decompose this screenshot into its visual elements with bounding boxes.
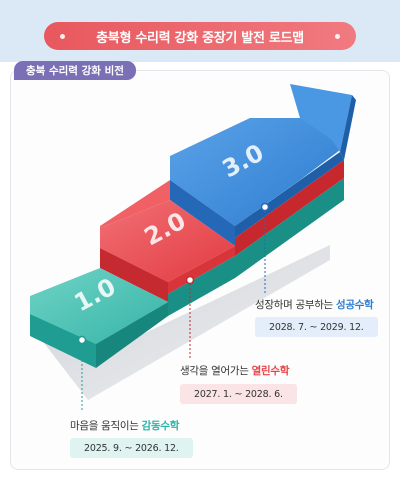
- step2-side-teal: [168, 256, 235, 316]
- step2-name: 열린수학: [251, 365, 290, 377]
- page-title: 충북형 수리력 강화 중장기 발전 로드맵: [44, 22, 356, 50]
- step3-caption: 성장하며 공부하는 성공수학: [255, 297, 374, 312]
- step1-side: [96, 302, 168, 368]
- step2-period-text: 2027. 1. ~ 2028. 6.: [194, 388, 283, 400]
- step3-period-text: 2028. 7. ~ 2029. 12.: [269, 321, 364, 333]
- step3-side-teal: [235, 178, 344, 278]
- step1-dot: [77, 335, 87, 345]
- step2-dot: [185, 275, 195, 285]
- step2-prefix: 생각을 열어가는: [180, 365, 252, 377]
- step1-prefix: 마음을 움직이는: [70, 420, 142, 432]
- step3-front: [170, 180, 235, 246]
- step1-period-text: 2025. 9. ~ 2026. 12.: [84, 442, 179, 454]
- step1-top: [30, 268, 168, 344]
- arrow-head-side: [340, 95, 356, 160]
- title-dot-right: [335, 33, 340, 39]
- step2-top: [100, 200, 235, 282]
- step1-front: [30, 314, 96, 368]
- step1-period: 2025. 9. ~ 2026. 12.: [70, 438, 193, 458]
- step3-name: 성공수학: [335, 299, 374, 311]
- step2-caption: 생각을 열어가는 열린수학: [180, 363, 289, 378]
- step3-side-blue: [235, 152, 344, 238]
- step2-top-back: [100, 180, 170, 228]
- step3-dot: [260, 202, 270, 212]
- stair-shadow: [34, 245, 330, 400]
- vision-tab: 충북 수리력 강화 비전: [14, 61, 136, 80]
- step3-prefix: 성장하며 공부하는: [255, 299, 336, 311]
- step1-name: 감동수학: [141, 420, 180, 432]
- step3-side-red: [235, 160, 344, 256]
- page-title-text: 충북형 수리력 강화 중장기 발전 로드맵: [96, 30, 304, 46]
- title-dot-left: [60, 33, 65, 39]
- step3-top: [170, 98, 350, 226]
- step1-caption: 마음을 움직이는 감동수학: [70, 418, 179, 433]
- arrow-head: [290, 84, 352, 152]
- step2-period: 2027. 1. ~ 2028. 6.: [180, 384, 297, 404]
- step3-period: 2028. 7. ~ 2029. 12.: [255, 317, 378, 337]
- step2-side-red: [168, 246, 235, 294]
- vision-tab-label: 충북 수리력 강화 비전: [26, 65, 124, 77]
- step2-front: [100, 248, 168, 302]
